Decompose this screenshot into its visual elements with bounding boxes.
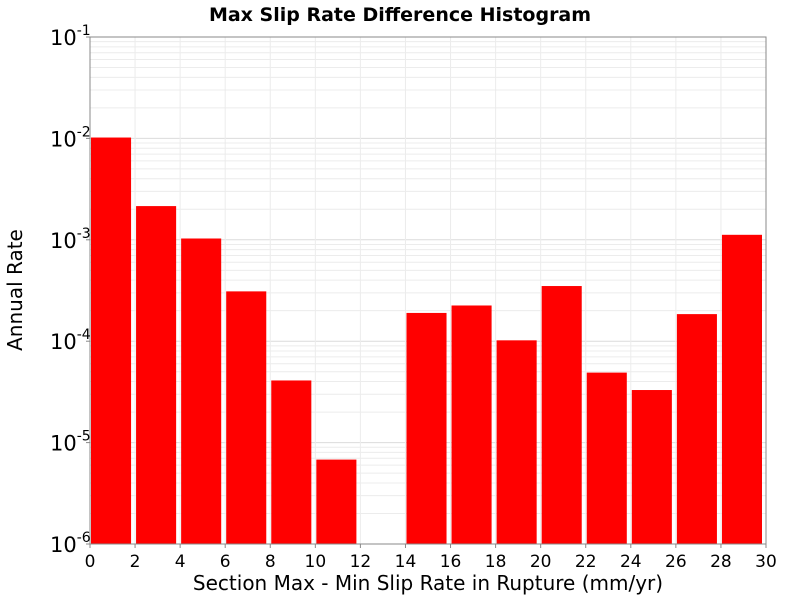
histogram-bar [316,459,357,544]
histogram-bar [586,372,627,544]
plot-area-frame [89,36,767,545]
x-tick-label: 26 [665,552,687,572]
x-tick-label: 20 [530,552,552,572]
x-tick-label: 0 [85,552,96,572]
histogram-bar [451,305,492,544]
y-tick-label: 10-3 [50,226,91,253]
histogram-bar [541,286,582,544]
histogram-bar [496,340,537,544]
y-tick-label: 10-5 [50,429,91,456]
x-tick-label: 8 [265,552,276,572]
histogram-bar [631,390,672,544]
chart-title: Max Slip Rate Difference Histogram [209,4,591,26]
histogram-bar [721,234,762,544]
x-axis-label: Section Max - Min Slip Rate in Rupture (… [193,571,663,595]
histogram-bar [676,314,717,544]
x-tick-label: 18 [485,552,507,572]
x-tick-label: 12 [350,552,372,572]
histogram-bar [91,137,132,544]
y-tick-base: 10 [50,229,77,253]
y-tick-base: 10 [50,330,77,354]
histogram-bar [271,380,312,544]
x-tick-label: 24 [620,552,642,572]
x-tick-label: 4 [175,552,186,572]
y-tick-label: 10-6 [50,530,91,557]
x-tick-label: 6 [220,552,231,572]
x-tick-label: 2 [130,552,141,572]
y-axis-ticks: 10-110-210-310-410-510-6 [50,23,91,557]
y-tick-base: 10 [50,26,77,50]
y-tick-base: 10 [50,432,77,456]
x-tick-label: 14 [395,552,417,572]
y-tick-base: 10 [50,127,77,151]
x-tick-label: 28 [710,552,732,572]
y-tick-base: 10 [50,533,77,557]
x-axis-ticks: 0 2 4 6 8 10 12 14 16 18 20 22 24 26 28 30 [85,544,777,572]
x-tick-label: 16 [440,552,462,572]
y-tick-label: 10-4 [50,327,91,354]
histogram-bar [406,312,447,544]
y-tick-exponent: -4 [77,327,91,343]
y-tick-label: 10-1 [50,23,91,50]
x-tick-label: 30 [755,552,777,572]
histogram-bar [226,291,267,544]
y-tick-exponent: -3 [77,226,91,242]
y-tick-exponent: -2 [77,124,91,140]
x-tick-label: 22 [575,552,597,572]
histogram-bar [181,238,222,545]
y-tick-exponent: -6 [77,530,91,546]
bars [91,137,762,545]
y-tick-exponent: -5 [77,429,91,445]
histogram-bar [136,206,177,544]
x-tick-label: 10 [305,552,327,572]
y-tick-exponent: -1 [77,23,91,39]
y-tick-label: 10-2 [50,124,91,151]
y-axis-label: Annual Rate [3,229,27,351]
